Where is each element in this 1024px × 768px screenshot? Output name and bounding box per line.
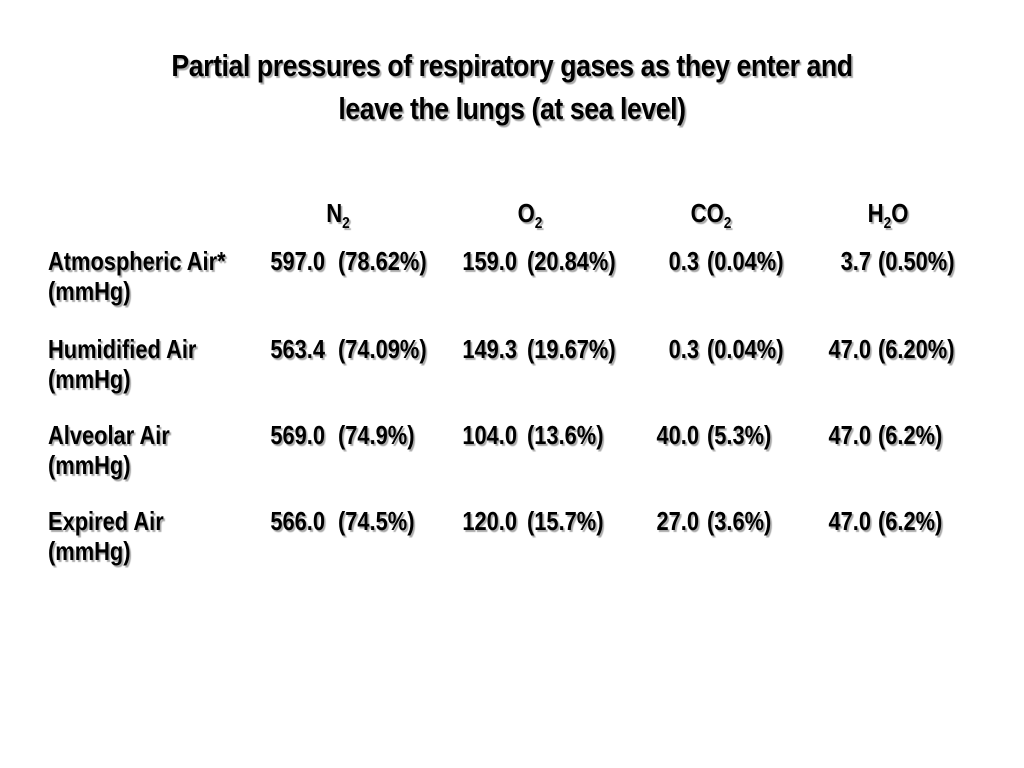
row-unit: (mmHg) bbox=[48, 536, 131, 566]
gas-subscript: 2 bbox=[342, 214, 350, 233]
gas-suffix: O bbox=[891, 198, 909, 228]
column-header-h2o: H2O bbox=[829, 198, 948, 231]
cell-percent: (5.3%) bbox=[707, 420, 772, 450]
gas-symbol: O bbox=[517, 198, 535, 228]
gas-subscript: 2 bbox=[534, 214, 543, 233]
cell-value: 569.0 bbox=[270, 420, 325, 450]
cell-percent: (6.2%) bbox=[878, 506, 943, 536]
cell-percent: (6.2%) bbox=[878, 420, 943, 450]
column-header-co2: CO2 bbox=[652, 198, 771, 231]
gas-symbol: H bbox=[867, 198, 884, 228]
row-label-humidified-air: Humidified Air (mmHg) bbox=[48, 334, 196, 394]
cell-value: 3.7 bbox=[840, 246, 871, 276]
cell-value: 566.0 bbox=[270, 506, 325, 536]
row-unit: (mmHg) bbox=[48, 276, 131, 306]
row-label-expired-air: Expired Air (mmHg) bbox=[48, 506, 164, 566]
row-unit: (mmHg) bbox=[48, 364, 131, 394]
cell-value: 47.0 bbox=[828, 506, 871, 536]
cell-value: 104.0 bbox=[462, 420, 517, 450]
gas-subscript: 2 bbox=[723, 214, 732, 233]
row-label-atmospheric-air: Atmospheric Air* (mmHg) bbox=[48, 246, 226, 306]
cell-value: 0.3 bbox=[668, 246, 699, 276]
cell-value: 27.0 bbox=[656, 506, 699, 536]
cell-percent: (13.6%) bbox=[527, 420, 604, 450]
cell-percent: (78.62%) bbox=[338, 246, 427, 276]
row-name: Atmospheric Air* bbox=[48, 246, 226, 276]
cell-percent: (20.84%) bbox=[527, 246, 616, 276]
cell-value: 159.0 bbox=[462, 246, 517, 276]
row-name: Humidified Air bbox=[48, 334, 197, 364]
cell-percent: (0.04%) bbox=[707, 246, 784, 276]
cell-value: 40.0 bbox=[656, 420, 699, 450]
slide-title-line-1: Partial pressures of respiratory gases a… bbox=[171, 48, 853, 83]
row-label-alveolar-air: Alveolar Air (mmHg) bbox=[48, 420, 170, 480]
cell-value: 597.0 bbox=[270, 246, 325, 276]
cell-percent: (74.9%) bbox=[338, 420, 415, 450]
slide-title-line-2: leave the lungs (at sea level) bbox=[338, 91, 686, 126]
cell-value: 47.0 bbox=[828, 420, 871, 450]
cell-percent: (74.5%) bbox=[338, 506, 415, 536]
cell-value: 563.4 bbox=[270, 334, 325, 364]
gas-symbol: CO bbox=[690, 198, 724, 228]
cell-percent: (6.20%) bbox=[878, 334, 955, 364]
cell-percent: (0.04%) bbox=[707, 334, 784, 364]
gas-subscript: 2 bbox=[883, 214, 892, 233]
slide-title: Partial pressures of respiratory gases a… bbox=[72, 44, 953, 130]
cell-value: 47.0 bbox=[828, 334, 871, 364]
row-unit: (mmHg) bbox=[48, 450, 131, 480]
cell-value: 0.3 bbox=[668, 334, 699, 364]
row-name: Alveolar Air bbox=[48, 420, 170, 450]
column-header-o2: O2 bbox=[471, 198, 590, 231]
cell-percent: (15.7%) bbox=[527, 506, 604, 536]
gas-symbol: N bbox=[326, 198, 343, 228]
row-name: Expired Air bbox=[48, 506, 164, 536]
cell-percent: (0.50%) bbox=[878, 246, 955, 276]
column-header-n2: N2 bbox=[279, 198, 398, 231]
cell-value: 149.3 bbox=[462, 334, 517, 364]
cell-percent: (3.6%) bbox=[707, 506, 772, 536]
cell-percent: (19.67%) bbox=[527, 334, 616, 364]
cell-percent: (74.09%) bbox=[338, 334, 427, 364]
cell-value: 120.0 bbox=[462, 506, 517, 536]
